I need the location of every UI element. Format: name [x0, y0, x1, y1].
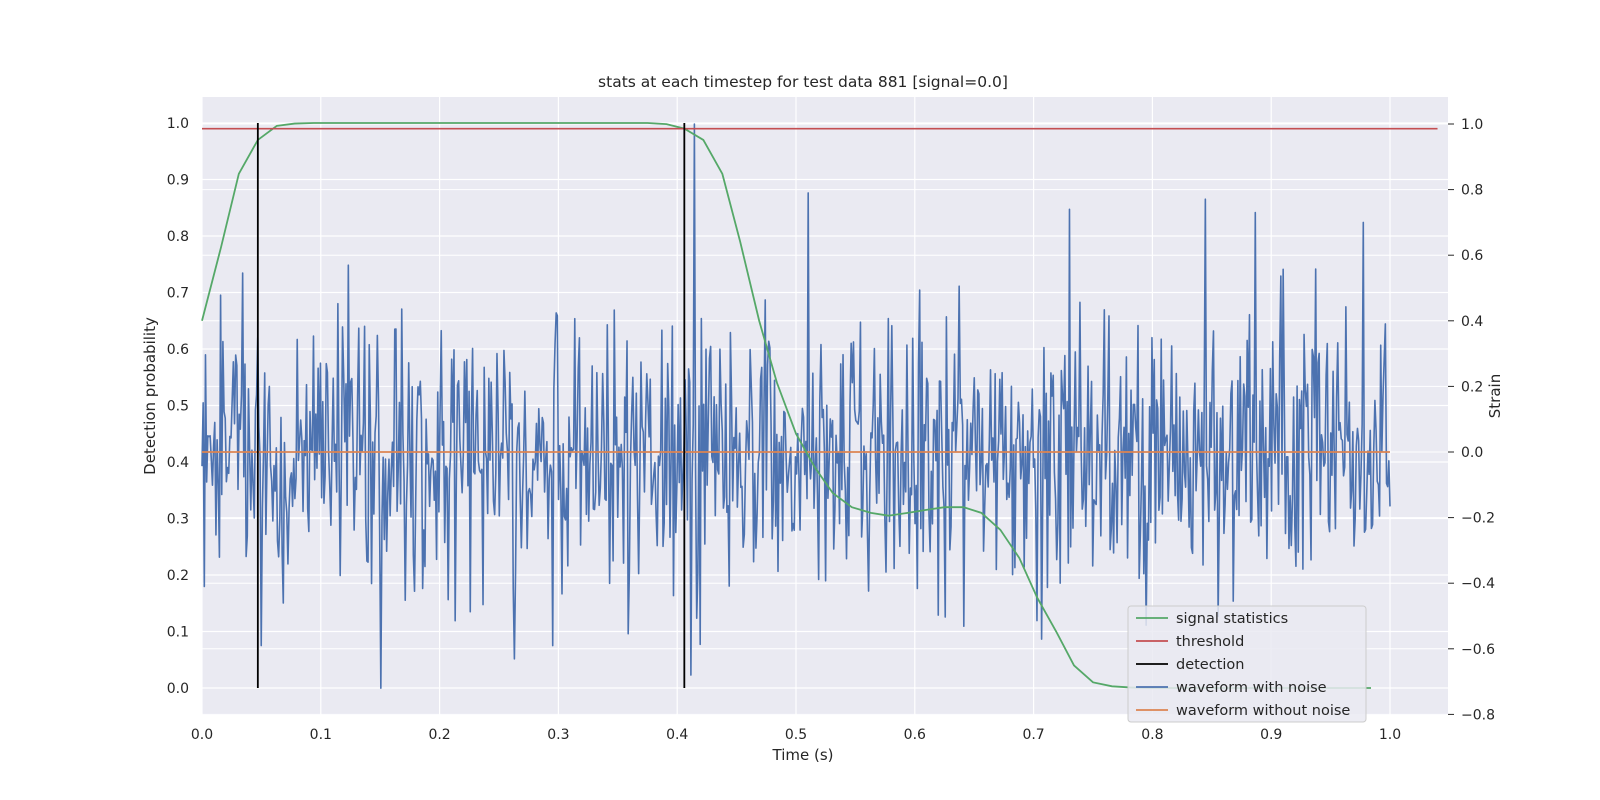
- y-axis-label-right: Strain: [1486, 374, 1504, 418]
- legend-label: waveform with noise: [1176, 680, 1327, 696]
- y-tick-label-right: −0.2: [1461, 511, 1495, 527]
- legend-label: threshold: [1176, 634, 1244, 650]
- x-tick-label: 0.3: [547, 727, 569, 743]
- y-tick-label-left: 0.7: [167, 286, 189, 302]
- y-tick-label-right: 0.4: [1461, 314, 1483, 330]
- y-tick-label-left: 0.9: [167, 173, 189, 189]
- right-y-axis: −0.8 −0.6 −0.4 −0.2 0.0 0.2 0.4 0.6 0.8 1.0: [1448, 117, 1495, 723]
- legend-label: signal statistics: [1176, 611, 1288, 627]
- y-tick-label-right: −0.6: [1461, 642, 1495, 658]
- y-axis-label-left: Detection probability: [141, 317, 159, 475]
- y-tick-label-left: 0.1: [167, 625, 189, 641]
- x-tick-label: 0.2: [428, 727, 450, 743]
- y-tick-label-left: 0.2: [167, 568, 189, 584]
- left-y-axis: 0.0 0.1 0.2 0.3 0.4 0.5 0.6 0.7 0.8 0.9 1.0: [167, 116, 189, 697]
- series-waveform-with-noise: [201, 123, 1391, 689]
- x-tick-label: 0.7: [1022, 727, 1044, 743]
- legend-box: [1127, 605, 1367, 723]
- x-tick-label: 0.1: [310, 727, 332, 743]
- y-tick-label-right: 0.8: [1461, 183, 1483, 199]
- legend-label: waveform without noise: [1176, 703, 1350, 719]
- y-tick-label-left: 0.8: [167, 229, 189, 245]
- x-tick-label: 0.0: [191, 727, 213, 743]
- y-tick-label-right: 1.0: [1461, 117, 1483, 133]
- y-tick-label-left: 0.0: [167, 681, 189, 697]
- y-tick-label-right: 0.6: [1461, 248, 1483, 264]
- y-tick-label-left: 0.3: [167, 512, 189, 528]
- legend: signal statistics threshold detection wavef…: [1127, 605, 1367, 723]
- legend-label: detection: [1176, 657, 1244, 673]
- y-tick-label-right: −0.8: [1461, 707, 1495, 723]
- y-tick-label-right: 0.2: [1461, 379, 1483, 395]
- chart-title: stats at each timestep for test data 881…: [598, 73, 1008, 91]
- y-tick-label-left: 1.0: [167, 116, 189, 132]
- x-tick-label: 0.4: [666, 727, 688, 743]
- x-axis-label: Time (s): [772, 746, 834, 764]
- y-tick-label-right: −0.4: [1461, 576, 1495, 592]
- y-tick-label-left: 0.4: [167, 455, 189, 471]
- x-tick-label: 0.8: [1141, 727, 1163, 743]
- x-axis: 0.0 0.1 0.2 0.3 0.4 0.5 0.6 0.7 0.8 0.9 1.0: [191, 727, 1401, 743]
- x-tick-label: 0.6: [904, 727, 926, 743]
- y-tick-label-left: 0.6: [167, 342, 189, 358]
- x-tick-label: 1.0: [1379, 727, 1401, 743]
- y-tick-label-right: 0.0: [1461, 445, 1483, 461]
- x-tick-label: 0.9: [1260, 727, 1282, 743]
- y-tick-label-left: 0.5: [167, 399, 189, 415]
- x-tick-label: 0.5: [785, 727, 807, 743]
